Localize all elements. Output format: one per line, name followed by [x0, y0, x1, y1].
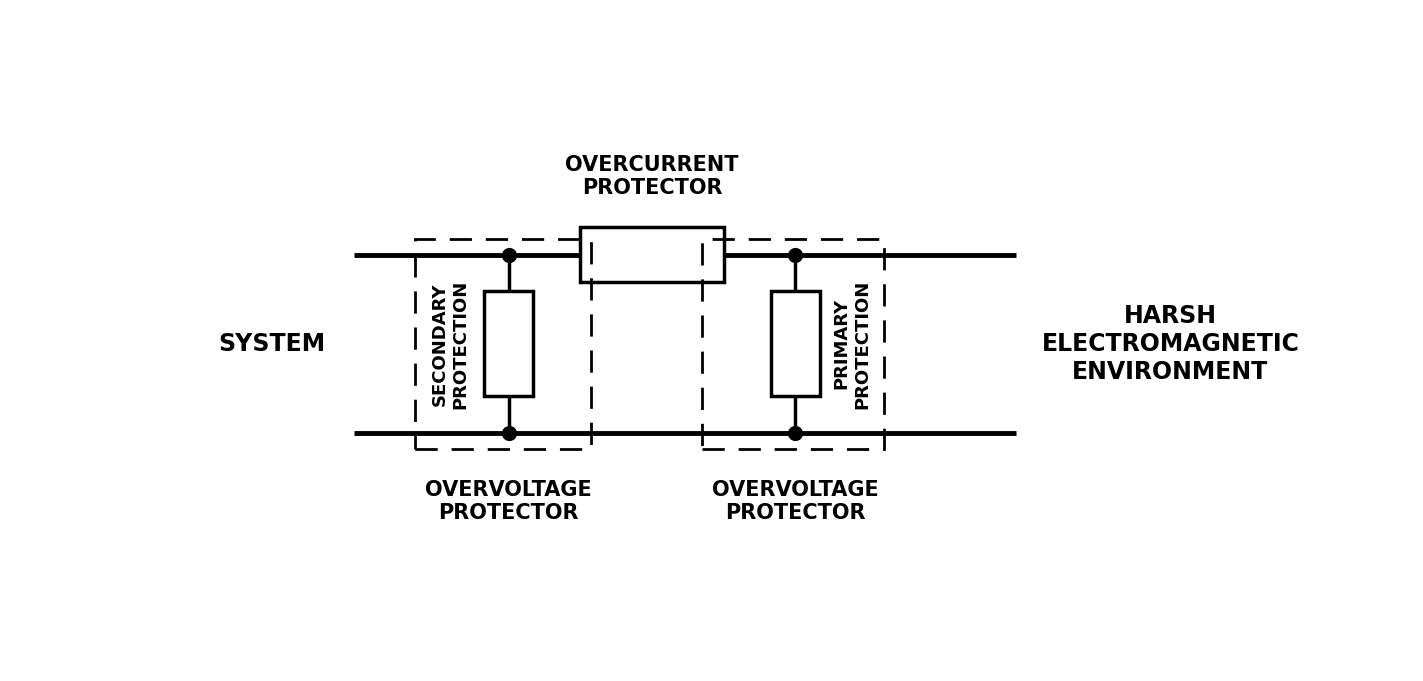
Point	[498, 249, 521, 260]
Text: SECONDARY
PROTECTION: SECONDARY PROTECTION	[430, 279, 470, 409]
Point	[784, 249, 807, 260]
Text: OVERCURRENT
PROTECTOR: OVERCURRENT PROTECTOR	[565, 155, 739, 197]
Text: PRIMARY
PROTECTION: PRIMARY PROTECTION	[832, 279, 871, 409]
Bar	[484, 291, 534, 396]
Text: OVERVOLTAGE
PROTECTOR: OVERVOLTAGE PROTECTOR	[712, 479, 879, 523]
Text: SYSTEM: SYSTEM	[218, 332, 326, 356]
Bar	[416, 239, 592, 449]
Bar	[581, 227, 724, 282]
Point	[498, 428, 521, 439]
Text: OVERVOLTAGE
PROTECTOR: OVERVOLTAGE PROTECTOR	[425, 479, 592, 523]
Bar	[702, 239, 884, 449]
Point	[784, 428, 807, 439]
Bar	[771, 291, 820, 396]
Text: HARSH
ELECTROMAGNETIC
ENVIRONMENT: HARSH ELECTROMAGNETIC ENVIRONMENT	[1042, 304, 1299, 383]
